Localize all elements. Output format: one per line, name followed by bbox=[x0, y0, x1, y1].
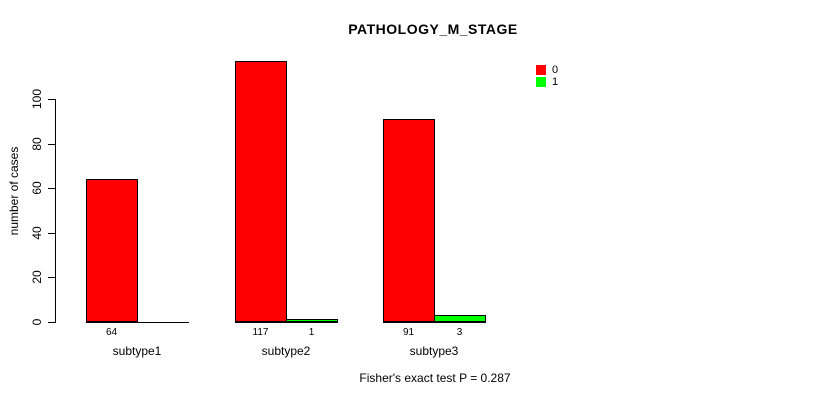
bar-count-label: 1 bbox=[308, 327, 315, 338]
bar-count-label: 117 bbox=[252, 327, 269, 338]
group-baseline bbox=[235, 322, 338, 323]
x-category-label: subtype1 bbox=[112, 344, 162, 358]
y-tick-label: 80 bbox=[30, 137, 44, 151]
y-tick-label: 20 bbox=[30, 270, 44, 284]
y-tick-label: 60 bbox=[30, 181, 44, 195]
bar-series1-subtype2 bbox=[286, 319, 338, 322]
y-tick-mark bbox=[48, 322, 55, 323]
bar-series0-subtype1 bbox=[86, 179, 138, 322]
y-tick-mark bbox=[48, 188, 55, 189]
y-axis-line bbox=[55, 99, 56, 323]
y-tick-mark bbox=[48, 233, 55, 234]
group-baseline bbox=[86, 322, 189, 323]
legend-swatch-icon bbox=[536, 77, 546, 87]
bar-series1-subtype3 bbox=[434, 315, 486, 322]
y-tick-label: 40 bbox=[30, 226, 44, 240]
bar-series0-subtype3 bbox=[383, 119, 435, 322]
legend-label: 0 bbox=[552, 64, 559, 76]
y-tick-mark bbox=[48, 144, 55, 145]
y-tick-mark bbox=[48, 277, 55, 278]
bar-series0-subtype2 bbox=[235, 61, 287, 322]
stat-annotation: Fisher's exact test P = 0.287 bbox=[359, 371, 511, 385]
x-category-label: subtype3 bbox=[409, 344, 459, 358]
bar-count-label: 64 bbox=[105, 327, 118, 338]
bar-count-label: 3 bbox=[456, 327, 463, 338]
group-baseline bbox=[383, 322, 486, 323]
legend-swatch-icon bbox=[536, 65, 546, 75]
legend-item: 1 bbox=[536, 76, 559, 88]
y-tick-label: 100 bbox=[30, 88, 44, 110]
y-tick-mark bbox=[48, 99, 55, 100]
x-category-label: subtype2 bbox=[261, 344, 311, 358]
chart-title: PATHOLOGY_M_STAGE bbox=[348, 21, 518, 37]
bar-count-label: 91 bbox=[402, 327, 415, 338]
legend-item: 0 bbox=[536, 64, 559, 76]
y-tick-label: 0 bbox=[30, 318, 44, 326]
legend-label: 1 bbox=[552, 76, 559, 88]
